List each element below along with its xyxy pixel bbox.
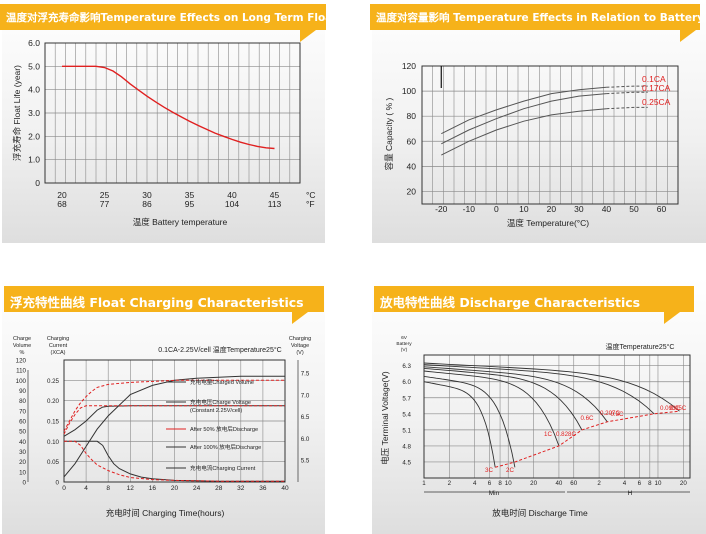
- capacity-banner: 温度对容量影响 Temperature Effects in Relation …: [370, 4, 700, 30]
- float-life-banner-tab: [300, 30, 316, 42]
- discharge-panel: [372, 278, 706, 534]
- capacity-banner-tab: [680, 30, 696, 42]
- discharge-banner: 放电特性曲线 Discharge Characteristics: [374, 286, 694, 312]
- float-life-banner: 温度对浮充寿命影响Temperature Effects on Long Ter…: [0, 4, 326, 30]
- charging-banner-tab: [292, 312, 308, 324]
- charging-banner-text: 浮充特性曲线 Float Charging Characteristics: [10, 295, 304, 310]
- charging-banner: 浮充特性曲线 Float Charging Characteristics: [4, 286, 324, 312]
- charging-panel: [2, 278, 325, 534]
- discharge-banner-tab: [664, 312, 680, 324]
- float-life-banner-text: 温度对浮充寿命影响Temperature Effects on Long Ter…: [6, 12, 326, 24]
- float-life-panel: [2, 0, 325, 243]
- capacity-banner-text: 温度对容量影响 Temperature Effects in Relation …: [376, 12, 700, 24]
- discharge-banner-text: 放电特性曲线 Discharge Characteristics: [380, 295, 641, 310]
- capacity-panel: [372, 0, 706, 243]
